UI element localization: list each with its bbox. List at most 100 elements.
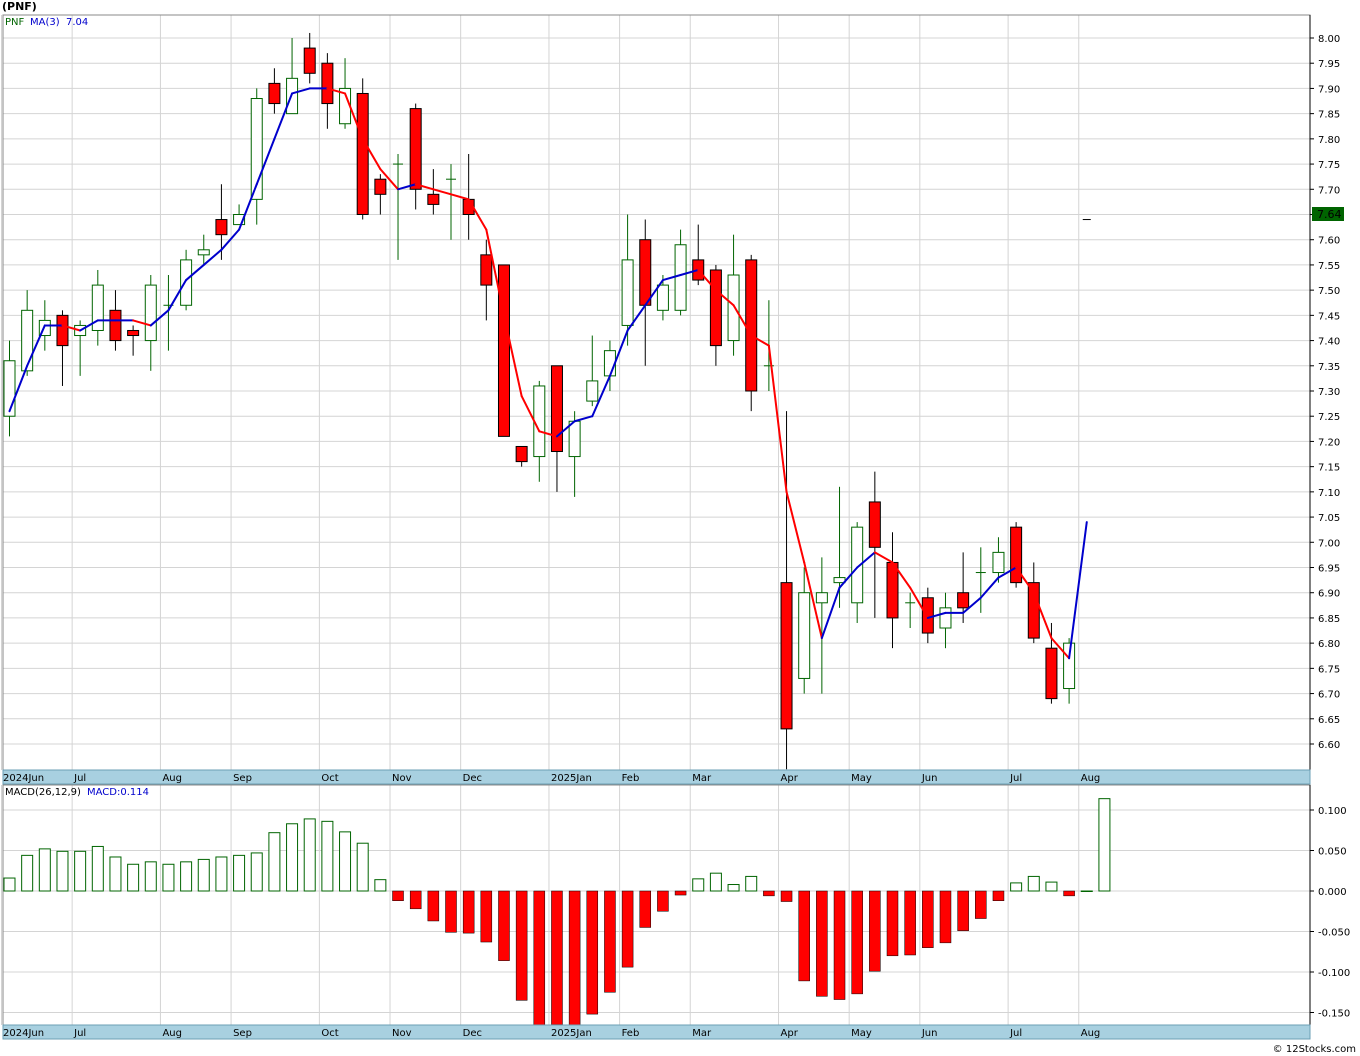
macd-grid: [1, 785, 1310, 1025]
macd-bar: [922, 890, 934, 948]
macd-bar: [1027, 875, 1040, 892]
macd-bar: [427, 890, 440, 922]
price-tick-label: 7.15: [1318, 463, 1340, 474]
ma-segment: [61, 324, 82, 332]
macd-bar: [1098, 798, 1111, 892]
price-tick-label: 6.65: [1318, 715, 1340, 726]
macd-x-tick-label: Aug: [162, 1028, 182, 1039]
price-tick-label: 6.95: [1318, 564, 1340, 575]
macd-bar: [1010, 882, 1023, 892]
macd-x-tick-label: Jul: [73, 1028, 86, 1039]
candle: [957, 552, 970, 623]
ma-segment: [962, 596, 982, 614]
macd-bar: [144, 861, 157, 892]
ma-segment: [79, 319, 99, 332]
candle-body: [480, 254, 493, 286]
candle: [905, 592, 916, 629]
candle: [497, 264, 510, 437]
macd-x-tick-label: Apr: [781, 1028, 799, 1039]
candle-body: [427, 193, 440, 205]
candle-body: [550, 365, 563, 453]
ma-segment: [767, 344, 788, 493]
macd-bar: [321, 820, 334, 892]
macd-x-tick-label: Jul: [1009, 1028, 1022, 1039]
ma-segment: [538, 430, 558, 438]
candle-body: [250, 98, 263, 200]
candle: [868, 471, 881, 618]
macd-bar: [568, 890, 581, 1028]
macd-bar: [180, 861, 193, 892]
candle: [1045, 622, 1058, 704]
price-x-tick-label: Mar: [692, 773, 712, 784]
macd-x-tick-label: 2024Jun: [3, 1028, 44, 1039]
candle: [727, 234, 740, 356]
macd-tick-label: -0.150: [1318, 1009, 1350, 1020]
macd-bar: [533, 890, 546, 1027]
macd-bar: [56, 850, 69, 892]
candle: [639, 219, 652, 366]
price-tick-label: 7.05: [1318, 513, 1340, 524]
macd-bar: [268, 832, 281, 892]
candle: [621, 214, 634, 346]
candle-body: [1045, 647, 1058, 700]
price-x-tick-label: 2025Jan: [551, 773, 592, 784]
macd-bar: [445, 890, 457, 933]
candle-body: [568, 420, 581, 458]
candle: [356, 78, 369, 220]
macd-bar: [639, 890, 652, 928]
price-tick-label: 7.55: [1318, 261, 1340, 272]
macd-bar: [374, 879, 387, 892]
candle: [515, 445, 528, 467]
macd-bar: [798, 890, 810, 982]
macd-bar: [709, 872, 722, 892]
macd-tick-label: 0.100: [1318, 806, 1347, 817]
ma-segment: [661, 274, 682, 282]
candle: [674, 229, 687, 316]
macd-bar: [621, 890, 634, 968]
ma-segment: [626, 304, 647, 332]
macd-bar: [286, 823, 299, 892]
macd-bar: [498, 890, 510, 961]
candle: [851, 522, 864, 623]
ma-segment: [238, 183, 258, 231]
macd-bar: [197, 858, 210, 892]
candle: [1063, 638, 1076, 704]
macd-bar: [21, 854, 34, 892]
price-x-tick-label: Jul: [73, 773, 86, 784]
price-x-tick-label: Feb: [622, 773, 640, 784]
candle-body: [180, 259, 193, 306]
macd-bar: [3, 877, 16, 892]
price-x-tick-label: Aug: [162, 773, 182, 784]
candle-body: [374, 178, 387, 195]
macd-bar: [586, 890, 599, 1015]
candle: [656, 275, 669, 321]
ma-segment: [803, 561, 823, 640]
ma-segment: [1068, 521, 1088, 660]
macd-panel-frame: [2, 784, 1311, 1026]
price-x-axis: 2024Jun Jul Aug Sep Oct Nov Dec 2025Jan Feb Mar Ap…: [3, 773, 1100, 784]
ma-segment: [520, 395, 541, 433]
candle: [91, 269, 104, 346]
macd-bar: [727, 884, 740, 892]
price-grid: [1, 15, 1310, 770]
price-date-band: [2, 769, 1311, 785]
legend-ticker: PNF: [5, 17, 25, 28]
macd-x-tick-label: Sep: [233, 1028, 252, 1039]
macd-tick-label: -0.050: [1318, 928, 1350, 939]
price-tick-label: 7.80: [1318, 135, 1340, 146]
candle-body: [127, 329, 140, 337]
ma-segment: [1015, 566, 1035, 594]
ma-segment: [856, 551, 876, 569]
ma-segment: [185, 263, 205, 282]
ma-segment: [202, 248, 223, 266]
candle: [709, 264, 722, 366]
ma-segment: [820, 586, 841, 640]
price-tick-label: 7.00: [1318, 538, 1340, 549]
candle: [462, 153, 475, 240]
price-tick-label: 7.30: [1318, 387, 1340, 398]
macd-tick-label: 0.000: [1318, 887, 1347, 898]
candle-body: [497, 264, 510, 437]
macd-x-tick-label: Nov: [392, 1028, 412, 1039]
candle: [233, 204, 246, 226]
ma-segment: [679, 268, 700, 277]
